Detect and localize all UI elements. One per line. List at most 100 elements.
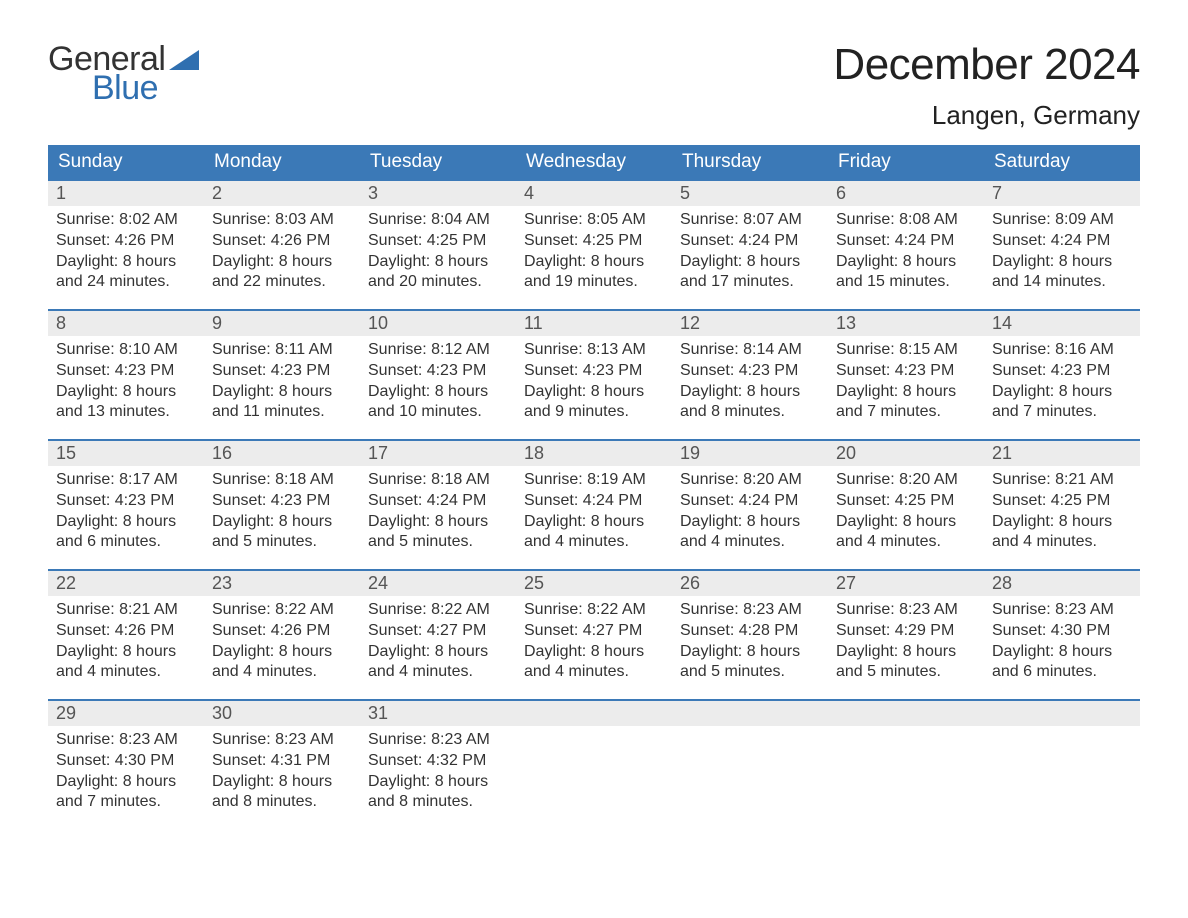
day-details: Sunrise: 8:22 AMSunset: 4:26 PMDaylight:… bbox=[204, 596, 360, 689]
sunset-text: Sunset: 4:24 PM bbox=[368, 491, 508, 512]
daylight-text-line2: and 5 minutes. bbox=[368, 532, 508, 553]
daylight-text-line2: and 7 minutes. bbox=[992, 402, 1132, 423]
daylight-text-line2: and 6 minutes. bbox=[992, 662, 1132, 683]
day-number: 13 bbox=[828, 311, 984, 336]
daylight-text-line2: and 6 minutes. bbox=[56, 532, 196, 553]
sunrise-text: Sunrise: 8:23 AM bbox=[212, 730, 352, 751]
day-number: 15 bbox=[48, 441, 204, 466]
day-details: Sunrise: 8:09 AMSunset: 4:24 PMDaylight:… bbox=[984, 206, 1140, 299]
daylight-text-line2: and 11 minutes. bbox=[212, 402, 352, 423]
day-cell: 11Sunrise: 8:13 AMSunset: 4:23 PMDayligh… bbox=[516, 311, 672, 439]
month-title: December 2024 bbox=[833, 40, 1140, 90]
sunset-text: Sunset: 4:23 PM bbox=[680, 361, 820, 382]
sunrise-text: Sunrise: 8:11 AM bbox=[212, 340, 352, 361]
day-number: 5 bbox=[672, 181, 828, 206]
daylight-text-line2: and 15 minutes. bbox=[836, 272, 976, 293]
daylight-text-line1: Daylight: 8 hours bbox=[836, 382, 976, 403]
day-cell: 19Sunrise: 8:20 AMSunset: 4:24 PMDayligh… bbox=[672, 441, 828, 569]
day-details: Sunrise: 8:23 AMSunset: 4:30 PMDaylight:… bbox=[48, 726, 204, 819]
daylight-text-line1: Daylight: 8 hours bbox=[212, 382, 352, 403]
sunrise-text: Sunrise: 8:23 AM bbox=[836, 600, 976, 621]
sunset-text: Sunset: 4:25 PM bbox=[836, 491, 976, 512]
daylight-text-line1: Daylight: 8 hours bbox=[524, 382, 664, 403]
sunrise-text: Sunrise: 8:22 AM bbox=[524, 600, 664, 621]
sunset-text: Sunset: 4:24 PM bbox=[680, 491, 820, 512]
day-details: Sunrise: 8:02 AMSunset: 4:26 PMDaylight:… bbox=[48, 206, 204, 299]
daylight-text-line2: and 4 minutes. bbox=[524, 532, 664, 553]
day-cell: 26Sunrise: 8:23 AMSunset: 4:28 PMDayligh… bbox=[672, 571, 828, 699]
day-number: 20 bbox=[828, 441, 984, 466]
daylight-text-line2: and 4 minutes. bbox=[524, 662, 664, 683]
daylight-text-line2: and 4 minutes. bbox=[56, 662, 196, 683]
page-header: General Blue December 2024 Langen, Germa… bbox=[48, 40, 1140, 131]
daylight-text-line2: and 19 minutes. bbox=[524, 272, 664, 293]
day-details: Sunrise: 8:14 AMSunset: 4:23 PMDaylight:… bbox=[672, 336, 828, 429]
day-details: Sunrise: 8:20 AMSunset: 4:24 PMDaylight:… bbox=[672, 466, 828, 559]
weekday-header: Saturday bbox=[984, 145, 1140, 179]
daylight-text-line1: Daylight: 8 hours bbox=[56, 252, 196, 273]
day-cell: 3Sunrise: 8:04 AMSunset: 4:25 PMDaylight… bbox=[360, 181, 516, 309]
sunset-text: Sunset: 4:23 PM bbox=[992, 361, 1132, 382]
daylight-text-line2: and 4 minutes. bbox=[992, 532, 1132, 553]
sunset-text: Sunset: 4:23 PM bbox=[212, 361, 352, 382]
sunset-text: Sunset: 4:23 PM bbox=[56, 491, 196, 512]
day-number: 2 bbox=[204, 181, 360, 206]
day-number: 9 bbox=[204, 311, 360, 336]
day-number: 25 bbox=[516, 571, 672, 596]
sunrise-text: Sunrise: 8:21 AM bbox=[56, 600, 196, 621]
week-row: 15Sunrise: 8:17 AMSunset: 4:23 PMDayligh… bbox=[48, 439, 1140, 569]
day-number: 28 bbox=[984, 571, 1140, 596]
day-details: Sunrise: 8:18 AMSunset: 4:24 PMDaylight:… bbox=[360, 466, 516, 559]
daylight-text-line2: and 7 minutes. bbox=[56, 792, 196, 813]
day-details: Sunrise: 8:17 AMSunset: 4:23 PMDaylight:… bbox=[48, 466, 204, 559]
daylight-text-line2: and 4 minutes. bbox=[368, 662, 508, 683]
day-cell: 8Sunrise: 8:10 AMSunset: 4:23 PMDaylight… bbox=[48, 311, 204, 439]
daylight-text-line2: and 9 minutes. bbox=[524, 402, 664, 423]
day-cell: 15Sunrise: 8:17 AMSunset: 4:23 PMDayligh… bbox=[48, 441, 204, 569]
sunrise-text: Sunrise: 8:21 AM bbox=[992, 470, 1132, 491]
day-number: 4 bbox=[516, 181, 672, 206]
sunset-text: Sunset: 4:26 PM bbox=[56, 231, 196, 252]
day-details: Sunrise: 8:07 AMSunset: 4:24 PMDaylight:… bbox=[672, 206, 828, 299]
day-cell: 31Sunrise: 8:23 AMSunset: 4:32 PMDayligh… bbox=[360, 701, 516, 829]
day-cell: 1Sunrise: 8:02 AMSunset: 4:26 PMDaylight… bbox=[48, 181, 204, 309]
sunrise-text: Sunrise: 8:23 AM bbox=[56, 730, 196, 751]
day-number-empty bbox=[516, 701, 672, 726]
day-cell: 5Sunrise: 8:07 AMSunset: 4:24 PMDaylight… bbox=[672, 181, 828, 309]
day-number: 23 bbox=[204, 571, 360, 596]
day-cell: 6Sunrise: 8:08 AMSunset: 4:24 PMDaylight… bbox=[828, 181, 984, 309]
daylight-text-line1: Daylight: 8 hours bbox=[524, 252, 664, 273]
daylight-text-line2: and 5 minutes. bbox=[212, 532, 352, 553]
day-details: Sunrise: 8:08 AMSunset: 4:24 PMDaylight:… bbox=[828, 206, 984, 299]
day-cell: 25Sunrise: 8:22 AMSunset: 4:27 PMDayligh… bbox=[516, 571, 672, 699]
day-cell: 14Sunrise: 8:16 AMSunset: 4:23 PMDayligh… bbox=[984, 311, 1140, 439]
day-number: 10 bbox=[360, 311, 516, 336]
day-details: Sunrise: 8:22 AMSunset: 4:27 PMDaylight:… bbox=[516, 596, 672, 689]
day-details: Sunrise: 8:23 AMSunset: 4:31 PMDaylight:… bbox=[204, 726, 360, 819]
sunrise-text: Sunrise: 8:13 AM bbox=[524, 340, 664, 361]
sunrise-text: Sunrise: 8:12 AM bbox=[368, 340, 508, 361]
sunrise-text: Sunrise: 8:18 AM bbox=[368, 470, 508, 491]
day-number: 17 bbox=[360, 441, 516, 466]
day-details: Sunrise: 8:23 AMSunset: 4:32 PMDaylight:… bbox=[360, 726, 516, 819]
sunrise-text: Sunrise: 8:18 AM bbox=[212, 470, 352, 491]
weekday-header-row: Sunday Monday Tuesday Wednesday Thursday… bbox=[48, 145, 1140, 179]
daylight-text-line1: Daylight: 8 hours bbox=[368, 772, 508, 793]
day-details: Sunrise: 8:12 AMSunset: 4:23 PMDaylight:… bbox=[360, 336, 516, 429]
sunset-text: Sunset: 4:28 PM bbox=[680, 621, 820, 642]
day-cell: 23Sunrise: 8:22 AMSunset: 4:26 PMDayligh… bbox=[204, 571, 360, 699]
sunrise-text: Sunrise: 8:20 AM bbox=[836, 470, 976, 491]
daylight-text-line1: Daylight: 8 hours bbox=[368, 252, 508, 273]
day-number-empty bbox=[828, 701, 984, 726]
daylight-text-line1: Daylight: 8 hours bbox=[56, 772, 196, 793]
day-number: 8 bbox=[48, 311, 204, 336]
day-number-empty bbox=[672, 701, 828, 726]
sunrise-text: Sunrise: 8:10 AM bbox=[56, 340, 196, 361]
daylight-text-line2: and 5 minutes. bbox=[836, 662, 976, 683]
day-cell: 16Sunrise: 8:18 AMSunset: 4:23 PMDayligh… bbox=[204, 441, 360, 569]
day-number: 11 bbox=[516, 311, 672, 336]
daylight-text-line2: and 4 minutes. bbox=[836, 532, 976, 553]
day-number-empty bbox=[984, 701, 1140, 726]
daylight-text-line2: and 8 minutes. bbox=[368, 792, 508, 813]
daylight-text-line1: Daylight: 8 hours bbox=[56, 642, 196, 663]
